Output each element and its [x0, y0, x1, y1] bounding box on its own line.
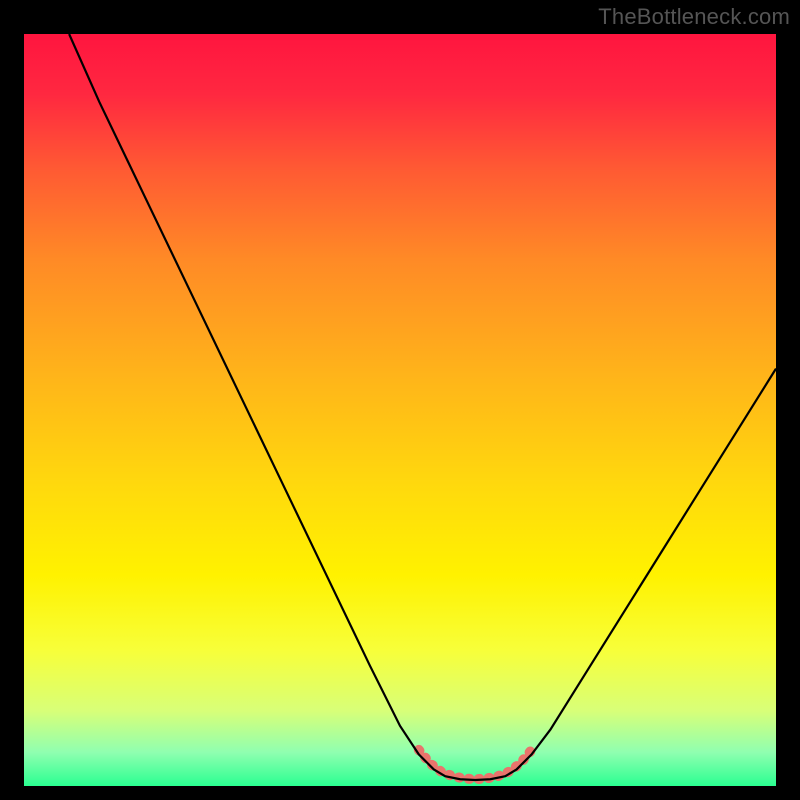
gradient-background	[24, 34, 776, 786]
bottleneck-curve-chart	[24, 34, 776, 786]
watermark-text: TheBottleneck.com	[598, 4, 790, 30]
chart-frame: TheBottleneck.com	[0, 0, 800, 800]
plot-area	[24, 34, 776, 786]
